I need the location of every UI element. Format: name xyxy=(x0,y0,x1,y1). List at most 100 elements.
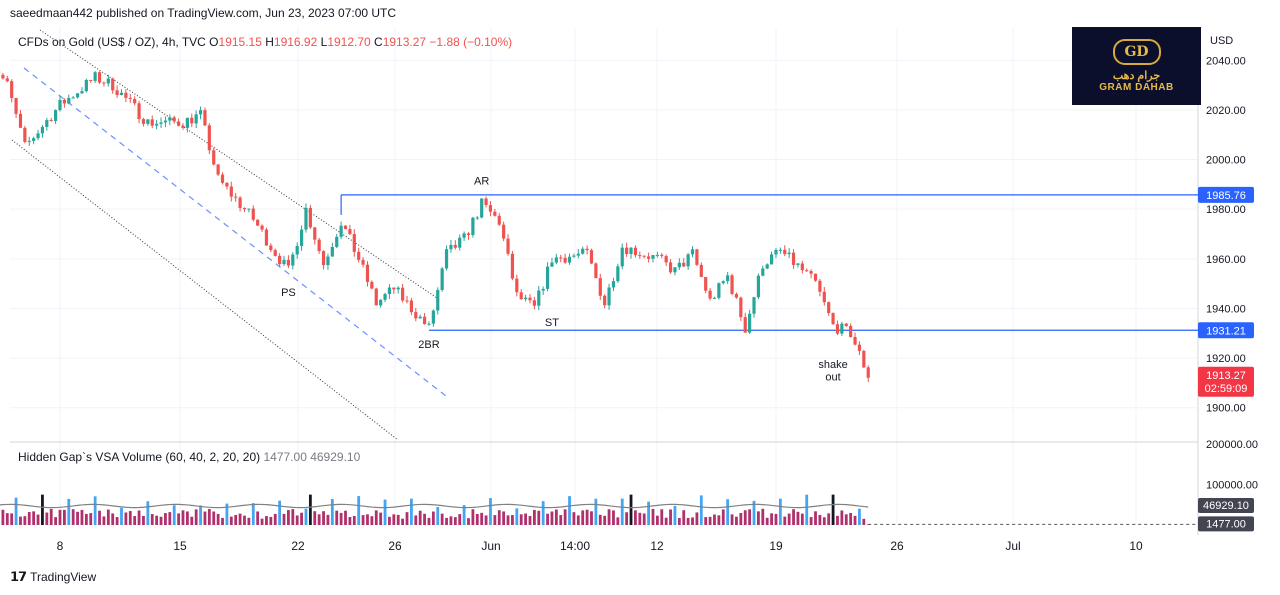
volume-bar xyxy=(682,510,686,525)
volume-bar xyxy=(726,499,730,525)
trend-channel xyxy=(11,29,447,441)
candle-body xyxy=(633,247,638,256)
candle-body xyxy=(295,245,299,255)
volume-bar xyxy=(216,513,220,525)
volume-bar xyxy=(190,516,194,525)
horizontal-levels xyxy=(340,194,1198,331)
volume-bar xyxy=(185,511,189,525)
candle-body xyxy=(835,324,840,334)
candle-body xyxy=(343,225,348,230)
candle-body xyxy=(655,254,659,256)
volume-bar xyxy=(370,516,374,525)
volume-bar xyxy=(814,511,817,525)
annotation-label: 2BR xyxy=(418,339,439,351)
candle-body xyxy=(642,255,646,257)
volume-bar xyxy=(484,515,488,525)
candle-body xyxy=(431,310,435,324)
volume-bar xyxy=(374,510,378,525)
volume-bar xyxy=(691,517,694,525)
volume-bar xyxy=(330,499,334,525)
volume-bar xyxy=(383,499,387,525)
volume-bar xyxy=(221,517,224,525)
volume-bar xyxy=(743,510,747,525)
volume-bar xyxy=(120,507,123,525)
candle-body xyxy=(673,267,677,273)
x-tick-label: Jul xyxy=(1005,539,1020,553)
volume-bar xyxy=(774,513,778,525)
candle-body xyxy=(532,300,536,306)
volume-bar xyxy=(392,514,396,525)
candle-body xyxy=(726,275,730,282)
volume-bar xyxy=(366,514,369,525)
last-volume-badge xyxy=(1198,516,1254,532)
volume-bar xyxy=(396,514,400,525)
volume-bar xyxy=(304,508,308,525)
candle-body xyxy=(361,259,365,265)
volume-bar xyxy=(761,508,765,525)
volume-bar xyxy=(238,513,242,525)
volume-bar xyxy=(181,510,185,525)
x-tick-label: 12 xyxy=(650,539,664,553)
candle-body xyxy=(862,350,866,368)
volume-bar xyxy=(436,507,440,525)
published-caption: saeedmaan442 published on TradingView.co… xyxy=(10,6,397,20)
volume-bar xyxy=(506,515,510,525)
volume-bar xyxy=(322,511,325,525)
candle-body xyxy=(282,259,286,265)
candle-body xyxy=(352,234,356,252)
volume-bar xyxy=(669,509,672,525)
candle-body xyxy=(458,237,462,248)
volume-bar xyxy=(831,494,835,525)
candle-body xyxy=(585,248,589,251)
candle-body xyxy=(291,254,295,266)
candle-body xyxy=(739,297,743,318)
volume-bar xyxy=(287,510,290,525)
volume-bar xyxy=(862,518,866,525)
candle-body xyxy=(743,317,747,333)
candle-body xyxy=(269,245,273,251)
candle-body xyxy=(484,198,488,206)
candle-body xyxy=(748,313,752,333)
tradingview-footer[interactable]: 𝟭𝟳 TradingView xyxy=(10,569,96,585)
candle-body xyxy=(756,275,761,298)
candle-body xyxy=(576,253,580,256)
volume-bar xyxy=(177,513,180,525)
volume-bar xyxy=(475,514,479,525)
channel-upper-line xyxy=(39,29,441,301)
candle-body xyxy=(387,287,392,294)
volume-y-tick: 200000.00 xyxy=(1206,439,1258,451)
candle-body xyxy=(326,256,330,266)
candle-body xyxy=(80,91,84,94)
volume-bar xyxy=(524,513,528,525)
candle-body xyxy=(620,247,624,267)
candle-body xyxy=(392,287,396,290)
candle-body xyxy=(695,249,699,265)
candle-body xyxy=(422,316,427,325)
volume-bar xyxy=(251,503,255,525)
x-tick-label: 15 xyxy=(173,539,187,553)
volume-bar xyxy=(115,517,119,525)
candle-body xyxy=(778,249,782,251)
candle-body xyxy=(769,254,774,265)
x-tick-label: 26 xyxy=(890,539,904,553)
candle-body xyxy=(721,281,725,284)
candles xyxy=(0,70,870,382)
volume-bar xyxy=(124,512,128,525)
candle-body xyxy=(321,251,326,266)
volume-bar xyxy=(677,518,681,525)
candle-body xyxy=(242,207,247,210)
candle-body xyxy=(36,133,40,139)
candle-body xyxy=(155,123,159,126)
candle-body xyxy=(844,323,848,326)
candle-body xyxy=(137,103,141,120)
volume-bar xyxy=(515,508,519,525)
volume-bar xyxy=(71,509,75,525)
volume-bar xyxy=(511,515,514,525)
volume-bar xyxy=(822,517,826,525)
candle-body xyxy=(133,98,137,104)
volume-bar xyxy=(348,517,352,525)
x-tick-label: 14:00 xyxy=(560,539,590,553)
volume-bar xyxy=(493,515,497,525)
candle-body xyxy=(1,74,5,79)
